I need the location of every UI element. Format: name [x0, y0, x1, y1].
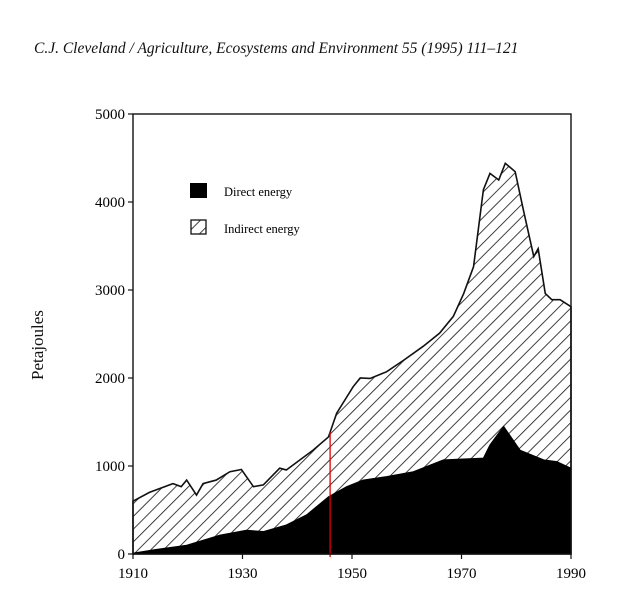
- y-tick-label: 4000: [95, 195, 125, 211]
- x-tick-label: 1950: [337, 566, 367, 582]
- x-tick-label: 1990: [556, 566, 586, 582]
- y-tick-label: 1000: [95, 459, 125, 475]
- legend-swatch-direct: [190, 183, 207, 198]
- y-tick-label: 2000: [95, 371, 125, 387]
- y-tick-label: 5000: [95, 107, 125, 123]
- x-tick-label: 1910: [118, 566, 148, 582]
- x-tick-label: 1970: [447, 566, 477, 582]
- legend-label-indirect: Indirect energy: [224, 222, 301, 236]
- legend-swatch-indirect: [190, 219, 207, 235]
- y-tick-label: 3000: [95, 283, 125, 299]
- indirect-energy-area: [132, 161, 572, 555]
- x-tick-label: 1930: [228, 566, 258, 582]
- y-tick-label: 0: [118, 547, 126, 563]
- citation-header: C.J. Cleveland / Agriculture, Ecosystems…: [34, 40, 519, 57]
- direct-energy-area: [132, 425, 572, 555]
- legend-label-direct: Direct energy: [224, 185, 293, 199]
